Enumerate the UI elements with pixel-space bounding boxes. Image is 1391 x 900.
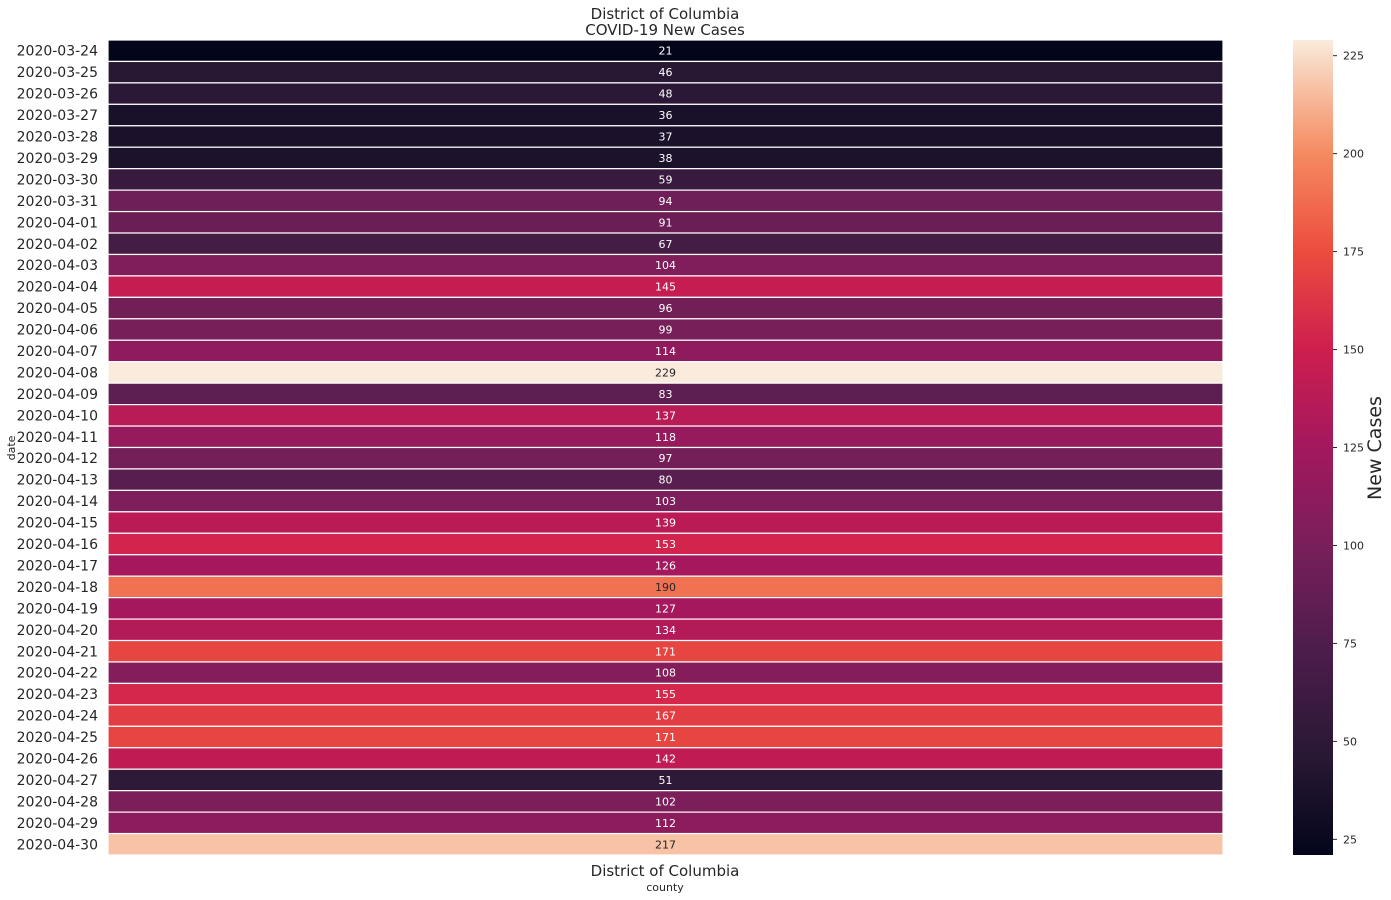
cell-value-label: 114 xyxy=(655,345,676,358)
cell-value-label: 142 xyxy=(655,752,676,765)
y-tick-label: 2020-03-30 xyxy=(17,172,98,188)
cell-value-label: 104 xyxy=(655,259,676,272)
colorbar-tick-label: 50 xyxy=(1343,735,1357,748)
y-tick-label: 2020-04-04 xyxy=(17,280,98,296)
cell-value-label: 108 xyxy=(655,667,676,680)
colorbar-label: New Cases xyxy=(1364,396,1386,500)
colorbar-tick-label: 100 xyxy=(1343,539,1364,552)
y-tick-labels: 2020-03-24 2020-03-25 2020-03-26 2020-03-27… xyxy=(17,44,98,854)
cell-value-label: 83 xyxy=(659,388,673,401)
cell-value-label: 97 xyxy=(659,452,673,465)
heatmap-cell xyxy=(107,832,1224,856)
y-tick-label: 2020-04-11 xyxy=(17,430,98,446)
y-tick-label: 2020-04-15 xyxy=(17,516,98,532)
y-tick-label: 2020-04-28 xyxy=(17,794,98,810)
cell-value-label: 112 xyxy=(655,817,676,830)
cell-value-label: 36 xyxy=(659,109,673,122)
y-tick-label: 2020-04-17 xyxy=(17,558,98,574)
y-axis-label: date xyxy=(5,435,18,460)
colorbar xyxy=(1293,40,1333,855)
colorbar-tick-label: 75 xyxy=(1343,637,1357,650)
y-tick-label: 2020-04-06 xyxy=(17,323,98,339)
y-tick-label: 2020-04-02 xyxy=(17,237,98,253)
cell-value-label: 167 xyxy=(655,710,676,723)
colorbar-ticks: 25 50 75 100 125 150 175 200 225 xyxy=(1333,50,1364,846)
cell-value-label: 134 xyxy=(655,624,676,637)
cell-value-label: 48 xyxy=(659,88,673,101)
cell-value-label: 171 xyxy=(655,731,676,744)
cell-value-label: 153 xyxy=(655,538,676,551)
y-tick-label: 2020-04-22 xyxy=(17,666,98,682)
y-tick-label: 2020-04-27 xyxy=(17,773,98,789)
y-tick-label: 2020-04-08 xyxy=(17,365,98,381)
cell-value-label: 137 xyxy=(655,409,676,422)
cell-value-label: 96 xyxy=(659,302,673,315)
colorbar-tick-label: 225 xyxy=(1343,50,1364,63)
y-tick-label: 2020-04-05 xyxy=(17,301,98,317)
y-tick-label: 2020-04-20 xyxy=(17,623,98,639)
colorbar-tick-label: 175 xyxy=(1343,246,1364,259)
cell-value-label: 127 xyxy=(655,602,676,615)
x-tick-label: District of Columbia xyxy=(591,862,740,880)
y-tick-label: 2020-03-29 xyxy=(17,151,98,167)
y-tick-label: 2020-04-07 xyxy=(17,344,98,360)
y-tick-label: 2020-04-01 xyxy=(17,215,98,231)
cell-value-label: 67 xyxy=(659,238,673,251)
cell-value-label: 229 xyxy=(655,366,676,379)
colorbar-tick-label: 200 xyxy=(1343,148,1364,161)
cell-value-label: 21 xyxy=(659,45,673,58)
y-tick-label: 2020-03-26 xyxy=(17,87,98,103)
cell-value-label: 99 xyxy=(659,324,673,337)
y-tick-label: 2020-04-19 xyxy=(17,601,98,617)
colorbar-tick-label: 150 xyxy=(1343,344,1364,357)
y-tick-label: 2020-04-13 xyxy=(17,473,98,489)
cell-value-label: 190 xyxy=(655,581,676,594)
y-tick-label: 2020-04-14 xyxy=(17,494,98,510)
y-tick-label: 2020-04-24 xyxy=(17,709,98,725)
y-tick-label: 2020-04-26 xyxy=(17,751,98,767)
y-tick-label: 2020-04-23 xyxy=(17,687,98,703)
cell-value-label: 94 xyxy=(659,195,673,208)
y-tick-label: 2020-04-29 xyxy=(17,816,98,832)
y-tick-label: 2020-03-25 xyxy=(17,65,98,81)
cell-value-label: 126 xyxy=(655,559,676,572)
cell-value-label: 139 xyxy=(655,517,676,530)
y-tick-label: 2020-03-31 xyxy=(17,194,98,210)
y-tick-label: 2020-04-09 xyxy=(17,387,98,403)
cell-value-label: 217 xyxy=(655,838,676,851)
x-axis-label: county xyxy=(646,881,684,894)
cell-value-label: 102 xyxy=(655,795,676,808)
y-tick-label: 2020-04-30 xyxy=(17,837,98,853)
y-tick-label: 2020-04-25 xyxy=(17,730,98,746)
cell-value-label: 91 xyxy=(659,216,673,229)
cell-value-label: 103 xyxy=(655,495,676,508)
chart-title-line1: District of Columbia xyxy=(591,5,740,23)
cell-value-label: 155 xyxy=(655,688,676,701)
y-tick-label: 2020-04-03 xyxy=(17,258,98,274)
cell-value-label: 80 xyxy=(659,474,673,487)
cell-value-label: 51 xyxy=(659,774,673,787)
chart-title-line2: COVID-19 New Cases xyxy=(585,21,745,39)
y-tick-label: 2020-03-27 xyxy=(17,108,98,124)
y-tick-label: 2020-04-10 xyxy=(17,408,98,424)
cell-value-label: 171 xyxy=(655,645,676,658)
colorbar-tick-label: 125 xyxy=(1343,442,1364,455)
cell-value-label: 37 xyxy=(659,131,673,144)
cell-value-label: 46 xyxy=(659,66,673,79)
y-tick-label: 2020-04-12 xyxy=(17,451,98,467)
cell-value-label: 145 xyxy=(655,281,676,294)
colorbar-tick-label: 25 xyxy=(1343,833,1357,846)
cell-value-label: 118 xyxy=(655,431,676,444)
y-tick-label: 2020-03-28 xyxy=(17,130,98,146)
y-tick-label: 2020-04-16 xyxy=(17,537,98,553)
cell-value-label: 59 xyxy=(659,173,673,186)
cell-value-label: 38 xyxy=(659,152,673,165)
y-tick-label: 2020-03-24 xyxy=(17,44,98,60)
y-tick-label: 2020-04-18 xyxy=(17,580,98,596)
heatmap-cells: 21 46 48 36 37 38 59 94 91 67 104 145 96 99 114 229 83 13… xyxy=(107,39,1224,856)
y-tick-label: 2020-04-21 xyxy=(17,644,98,660)
